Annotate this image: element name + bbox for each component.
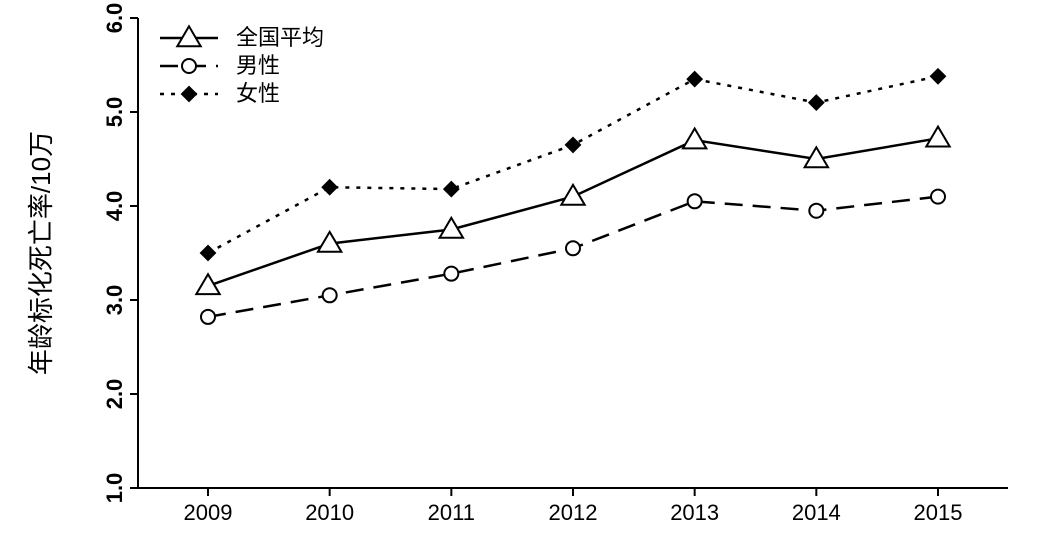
y-tick-label: 6.0 bbox=[102, 3, 127, 34]
x-tick-label: 2010 bbox=[305, 500, 354, 525]
x-tick-label: 2014 bbox=[792, 500, 841, 525]
marker-triangle bbox=[683, 129, 706, 149]
y-tick-label: 5.0 bbox=[102, 97, 127, 128]
x-tick-label: 2009 bbox=[184, 500, 233, 525]
x-tick-label: 2012 bbox=[549, 500, 598, 525]
marker-circle bbox=[688, 194, 702, 208]
y-tick-label: 2.0 bbox=[102, 379, 127, 410]
mortality-line-chart: 1.0 2.0 3.0 4.0 5.0 6.0 年龄标化死亡率/10万 2009 2010 201… bbox=[0, 0, 1050, 551]
legend-text-1: 男性 bbox=[236, 53, 280, 78]
marker-circle bbox=[809, 204, 823, 218]
marker-circle bbox=[182, 59, 196, 73]
marker-diamond bbox=[809, 96, 823, 110]
series-line-1 bbox=[208, 197, 938, 317]
marker-diamond bbox=[688, 72, 702, 86]
y-tick-label: 1.0 bbox=[102, 473, 127, 504]
marker-diamond bbox=[323, 180, 337, 194]
marker-triangle bbox=[177, 26, 200, 46]
marker-triangle bbox=[926, 127, 949, 147]
legend-text-0: 全国平均 bbox=[236, 25, 324, 50]
marker-diamond bbox=[566, 138, 580, 152]
marker-circle bbox=[931, 190, 945, 204]
x-tick-label: 2015 bbox=[914, 500, 963, 525]
marker-circle bbox=[444, 267, 458, 281]
y-axis-label: 年龄标化死亡率/10万 bbox=[26, 131, 56, 375]
series-2 bbox=[201, 69, 945, 260]
series-line-0 bbox=[208, 138, 938, 286]
y-tick-label: 3.0 bbox=[102, 285, 127, 316]
marker-diamond bbox=[201, 246, 215, 260]
marker-triangle bbox=[561, 185, 584, 205]
series-line-2 bbox=[208, 76, 938, 253]
y-tick-label: 4.0 bbox=[102, 191, 127, 222]
marker-diamond bbox=[931, 69, 945, 83]
x-tick-label: 2013 bbox=[670, 500, 719, 525]
marker-circle bbox=[323, 288, 337, 302]
marker-circle bbox=[566, 241, 580, 255]
legend-text-2: 女性 bbox=[236, 81, 280, 106]
marker-circle bbox=[201, 310, 215, 324]
series-1 bbox=[201, 190, 945, 324]
marker-diamond bbox=[182, 87, 196, 101]
marker-diamond bbox=[444, 182, 458, 196]
chart-container: 1.0 2.0 3.0 4.0 5.0 6.0 年龄标化死亡率/10万 2009 2010 201… bbox=[0, 0, 1050, 551]
x-tick-label: 2011 bbox=[428, 500, 475, 525]
